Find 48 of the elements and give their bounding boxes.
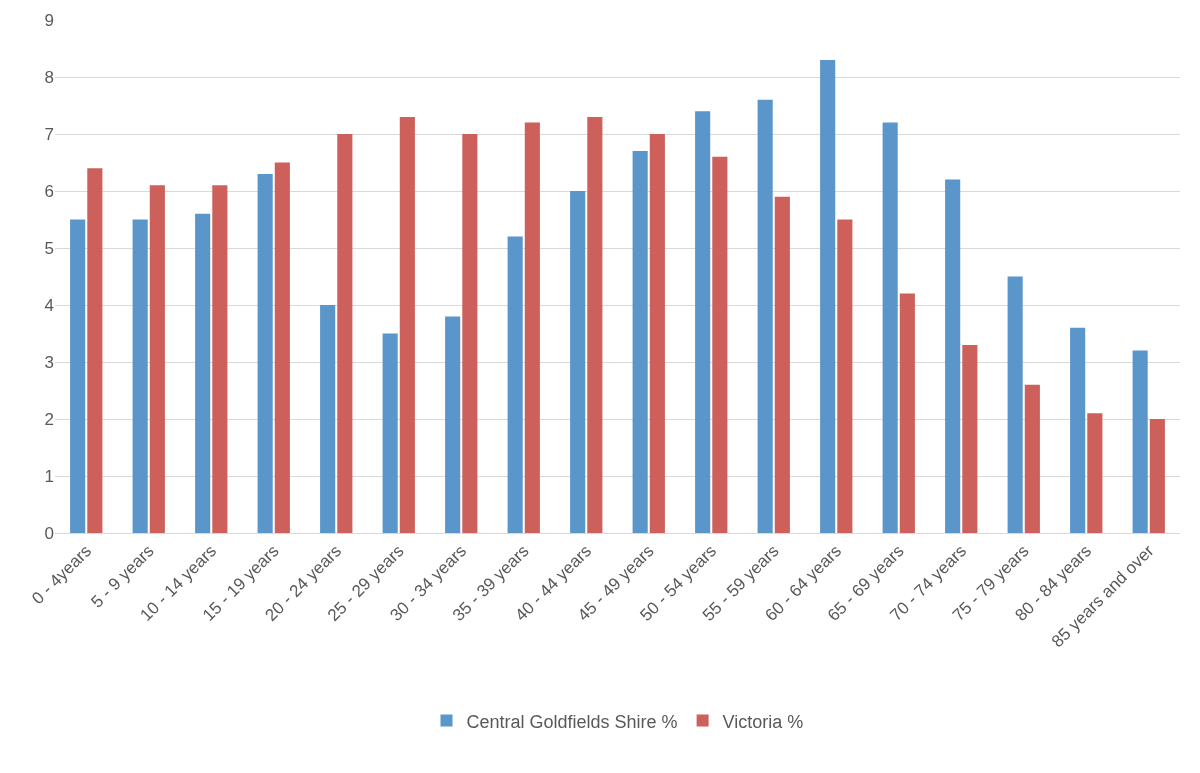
bar [1132,350,1148,533]
bar [399,116,415,533]
bar [587,116,603,533]
bar [507,236,523,533]
bar [837,219,853,533]
y-tick-label: 8 [44,67,54,87]
y-tick-label: 1 [44,466,54,486]
bar [962,344,978,533]
y-tick-label: 4 [44,295,54,315]
bar [195,213,211,533]
legend-label: Victoria % [722,711,804,732]
bar [712,156,728,533]
bar [87,168,103,533]
bar [695,111,711,533]
bar [757,99,773,533]
bar [1087,413,1103,533]
bar [899,293,915,533]
bar [1070,327,1086,533]
bar [570,191,586,533]
bar [1024,384,1040,533]
bar [632,151,648,533]
bar [774,196,790,533]
bar [257,173,273,533]
bar [945,179,961,533]
y-tick-label: 6 [44,181,54,201]
y-tick-label: 3 [44,352,54,372]
legend-label: Central Goldfields Shire % [466,711,678,732]
bar [445,316,461,533]
bar [149,185,165,533]
bar [1007,276,1023,533]
bar [212,185,228,533]
bar [274,162,290,533]
bar [820,59,836,533]
bar [320,305,336,533]
y-tick-label: 0 [44,523,54,543]
bar [70,219,86,533]
bar [882,122,898,533]
y-tick-label: 9 [44,10,54,30]
y-tick-label: 2 [44,409,54,429]
y-tick-label: 5 [44,238,54,258]
bar [649,134,665,533]
bar [1149,419,1165,533]
y-tick-label: 7 [44,124,54,144]
bar [337,134,353,533]
bar [132,219,148,533]
bar [524,122,540,533]
bar [382,333,398,533]
bar [462,134,478,533]
